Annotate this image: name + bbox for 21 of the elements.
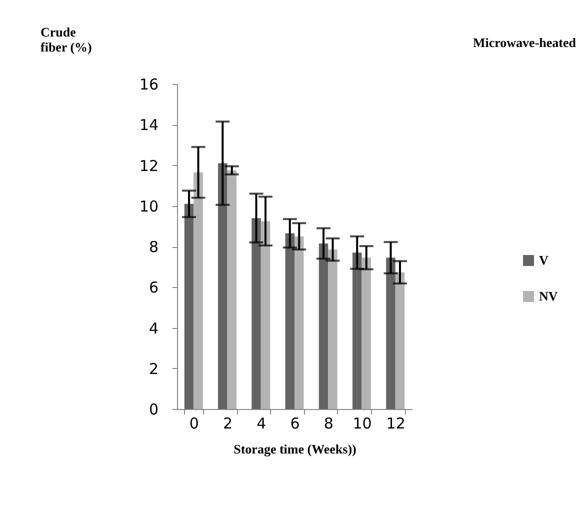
y-tick-label: 2 [148, 360, 158, 378]
y-tick-label: 8 [148, 238, 158, 256]
legend-label: V [539, 252, 549, 268]
y-tick-label: 12 [139, 156, 158, 175]
y-tick-label: 16 [139, 76, 158, 94]
y-tick-label: 10 [139, 197, 158, 216]
x-tick-label: 6 [290, 414, 300, 432]
legend-label: NV [539, 288, 558, 304]
x-tick-label: 10 [352, 414, 372, 432]
x-tick-label: 12 [386, 414, 406, 432]
x-tick-label: 8 [324, 414, 334, 432]
y-tick-label: 6 [148, 278, 158, 297]
y-axis-title: Crude fiber (%) [40, 24, 92, 54]
x-tick-label: 2 [222, 414, 233, 432]
y-tick-label: 0 [148, 400, 158, 418]
y-tick-label: 4 [148, 319, 158, 338]
y-tick-label: 14 [139, 116, 158, 134]
text: Microwave-heated [472, 35, 576, 51]
x-tick-label: 4 [256, 414, 266, 432]
x-axis-title: Storage time (Weeks)) [234, 442, 356, 456]
x-tick-label: 0 [189, 414, 199, 432]
